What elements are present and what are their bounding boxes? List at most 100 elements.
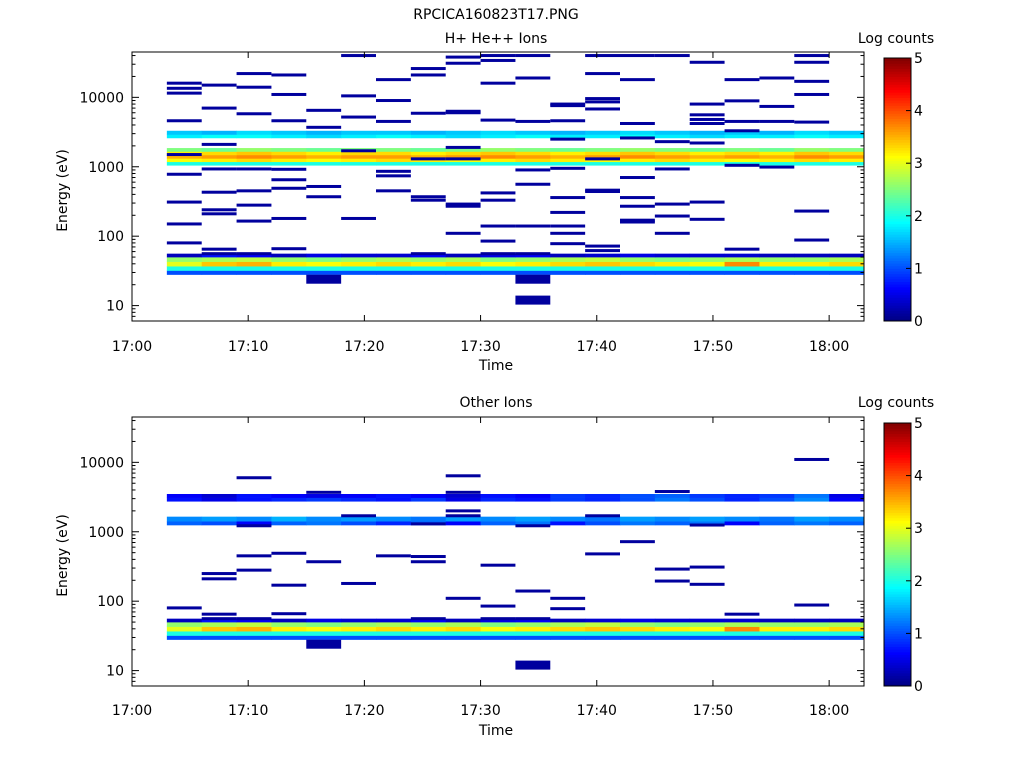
count-mark (515, 524, 551, 528)
heatmap-cell (480, 134, 516, 139)
colorbar-step (884, 276, 911, 280)
colorbar-tick-label: 1 (914, 626, 923, 642)
heatmap-cell (724, 161, 760, 166)
heatmap-cell (445, 631, 481, 636)
count-mark (654, 579, 690, 583)
colorbar-step (884, 575, 911, 579)
heatmap-cell (585, 493, 621, 498)
heatmap-cell (724, 257, 760, 262)
colorbar-step (884, 423, 911, 427)
count-mark (445, 231, 481, 235)
heatmap-cell (585, 270, 621, 275)
heatmap-cell (376, 158, 412, 163)
heatmap-cell (724, 618, 760, 623)
count-mark (271, 73, 307, 77)
heatmap-cell (550, 635, 586, 640)
count-mark (515, 76, 551, 80)
heatmap-cell (376, 497, 412, 502)
count-mark (480, 54, 516, 58)
colorbar-step (884, 651, 911, 655)
count-mark (585, 97, 620, 101)
colorbar-step (884, 494, 911, 498)
colorbar-step (884, 265, 911, 269)
count-mark (689, 121, 725, 125)
count-mark (410, 252, 446, 256)
heatmap-cell (341, 497, 377, 502)
count-mark (445, 514, 481, 518)
colorbar-step (884, 528, 911, 532)
heatmap-cell (166, 158, 203, 163)
heatmap-cell (236, 253, 272, 258)
y-tick-label: 1000 (88, 525, 124, 541)
count-mark (410, 617, 446, 621)
heatmap-cell (201, 161, 237, 166)
heatmap-cell (306, 134, 342, 139)
colorbar-step (884, 570, 911, 574)
x-tick-label: 17:50 (693, 339, 733, 355)
colorbar-step (884, 572, 911, 577)
heatmap-cell (271, 270, 307, 275)
heatmap-cell (620, 257, 656, 262)
count-mark (236, 476, 272, 480)
heatmap-cell (271, 631, 307, 636)
sparse-counts (166, 457, 830, 670)
count-mark (410, 157, 446, 161)
colorbar-step (884, 499, 911, 503)
heatmap-cell (550, 151, 586, 156)
heatmap-cell (515, 261, 551, 267)
plot-frame (131, 51, 865, 322)
count-mark (201, 252, 237, 256)
colorbar-step (884, 530, 911, 534)
heatmap-cell (271, 266, 307, 271)
count-mark (376, 189, 411, 193)
heatmap-cell (236, 631, 272, 636)
heatmap-cell (654, 261, 691, 267)
count-mark (445, 596, 481, 600)
x-tick-label: 17:40 (577, 339, 617, 355)
heatmap-cell (724, 521, 760, 526)
heatmap-cell (829, 261, 865, 267)
heatmap-cell (829, 622, 865, 627)
count-mark (724, 163, 760, 167)
colorbar-step (884, 139, 911, 143)
colorbar-tick-label: 1 (914, 261, 923, 277)
heatmap-cell (724, 148, 760, 152)
heatmap-cell (724, 266, 760, 271)
heatmap-cell (550, 158, 586, 163)
colorbar-step (884, 200, 911, 204)
colorbar-step (884, 278, 911, 283)
colorbar-step (884, 68, 911, 72)
heatmap-cell (829, 493, 865, 498)
heatmap-cell (829, 130, 865, 135)
x-tick-label: 17:20 (344, 703, 384, 719)
count-mark (201, 106, 237, 110)
count-mark (794, 79, 830, 83)
heatmap-cell (306, 148, 342, 152)
heatmap-cell (550, 626, 586, 632)
heatmap-cell (410, 161, 447, 166)
heatmap-cell (620, 622, 656, 627)
x-axis-label: Time (478, 358, 513, 374)
colorbar-step (884, 289, 911, 293)
heatmap-cell (689, 158, 725, 163)
colorbar-step (884, 470, 911, 474)
heatmap-cell (794, 253, 830, 258)
heatmap-cell (341, 626, 377, 632)
heatmap-cell (306, 130, 342, 135)
heatmap-cell (585, 130, 621, 135)
heatmap-cell (236, 493, 272, 498)
heatmap-cell (689, 261, 725, 267)
heatmap-cell (620, 253, 656, 258)
colorbar-step (884, 583, 911, 587)
heatmap-cell (620, 161, 656, 166)
heatmap-cell (341, 618, 377, 623)
colorbar-step (884, 488, 911, 492)
colorbar-step (884, 680, 911, 684)
heatmap-cell (585, 134, 621, 139)
colorbar-step (884, 596, 911, 600)
count-mark (271, 178, 307, 182)
heatmap-cell (689, 257, 725, 262)
heatmap-cell (585, 253, 621, 258)
count-mark (654, 490, 690, 494)
colorbar-step (884, 454, 911, 458)
